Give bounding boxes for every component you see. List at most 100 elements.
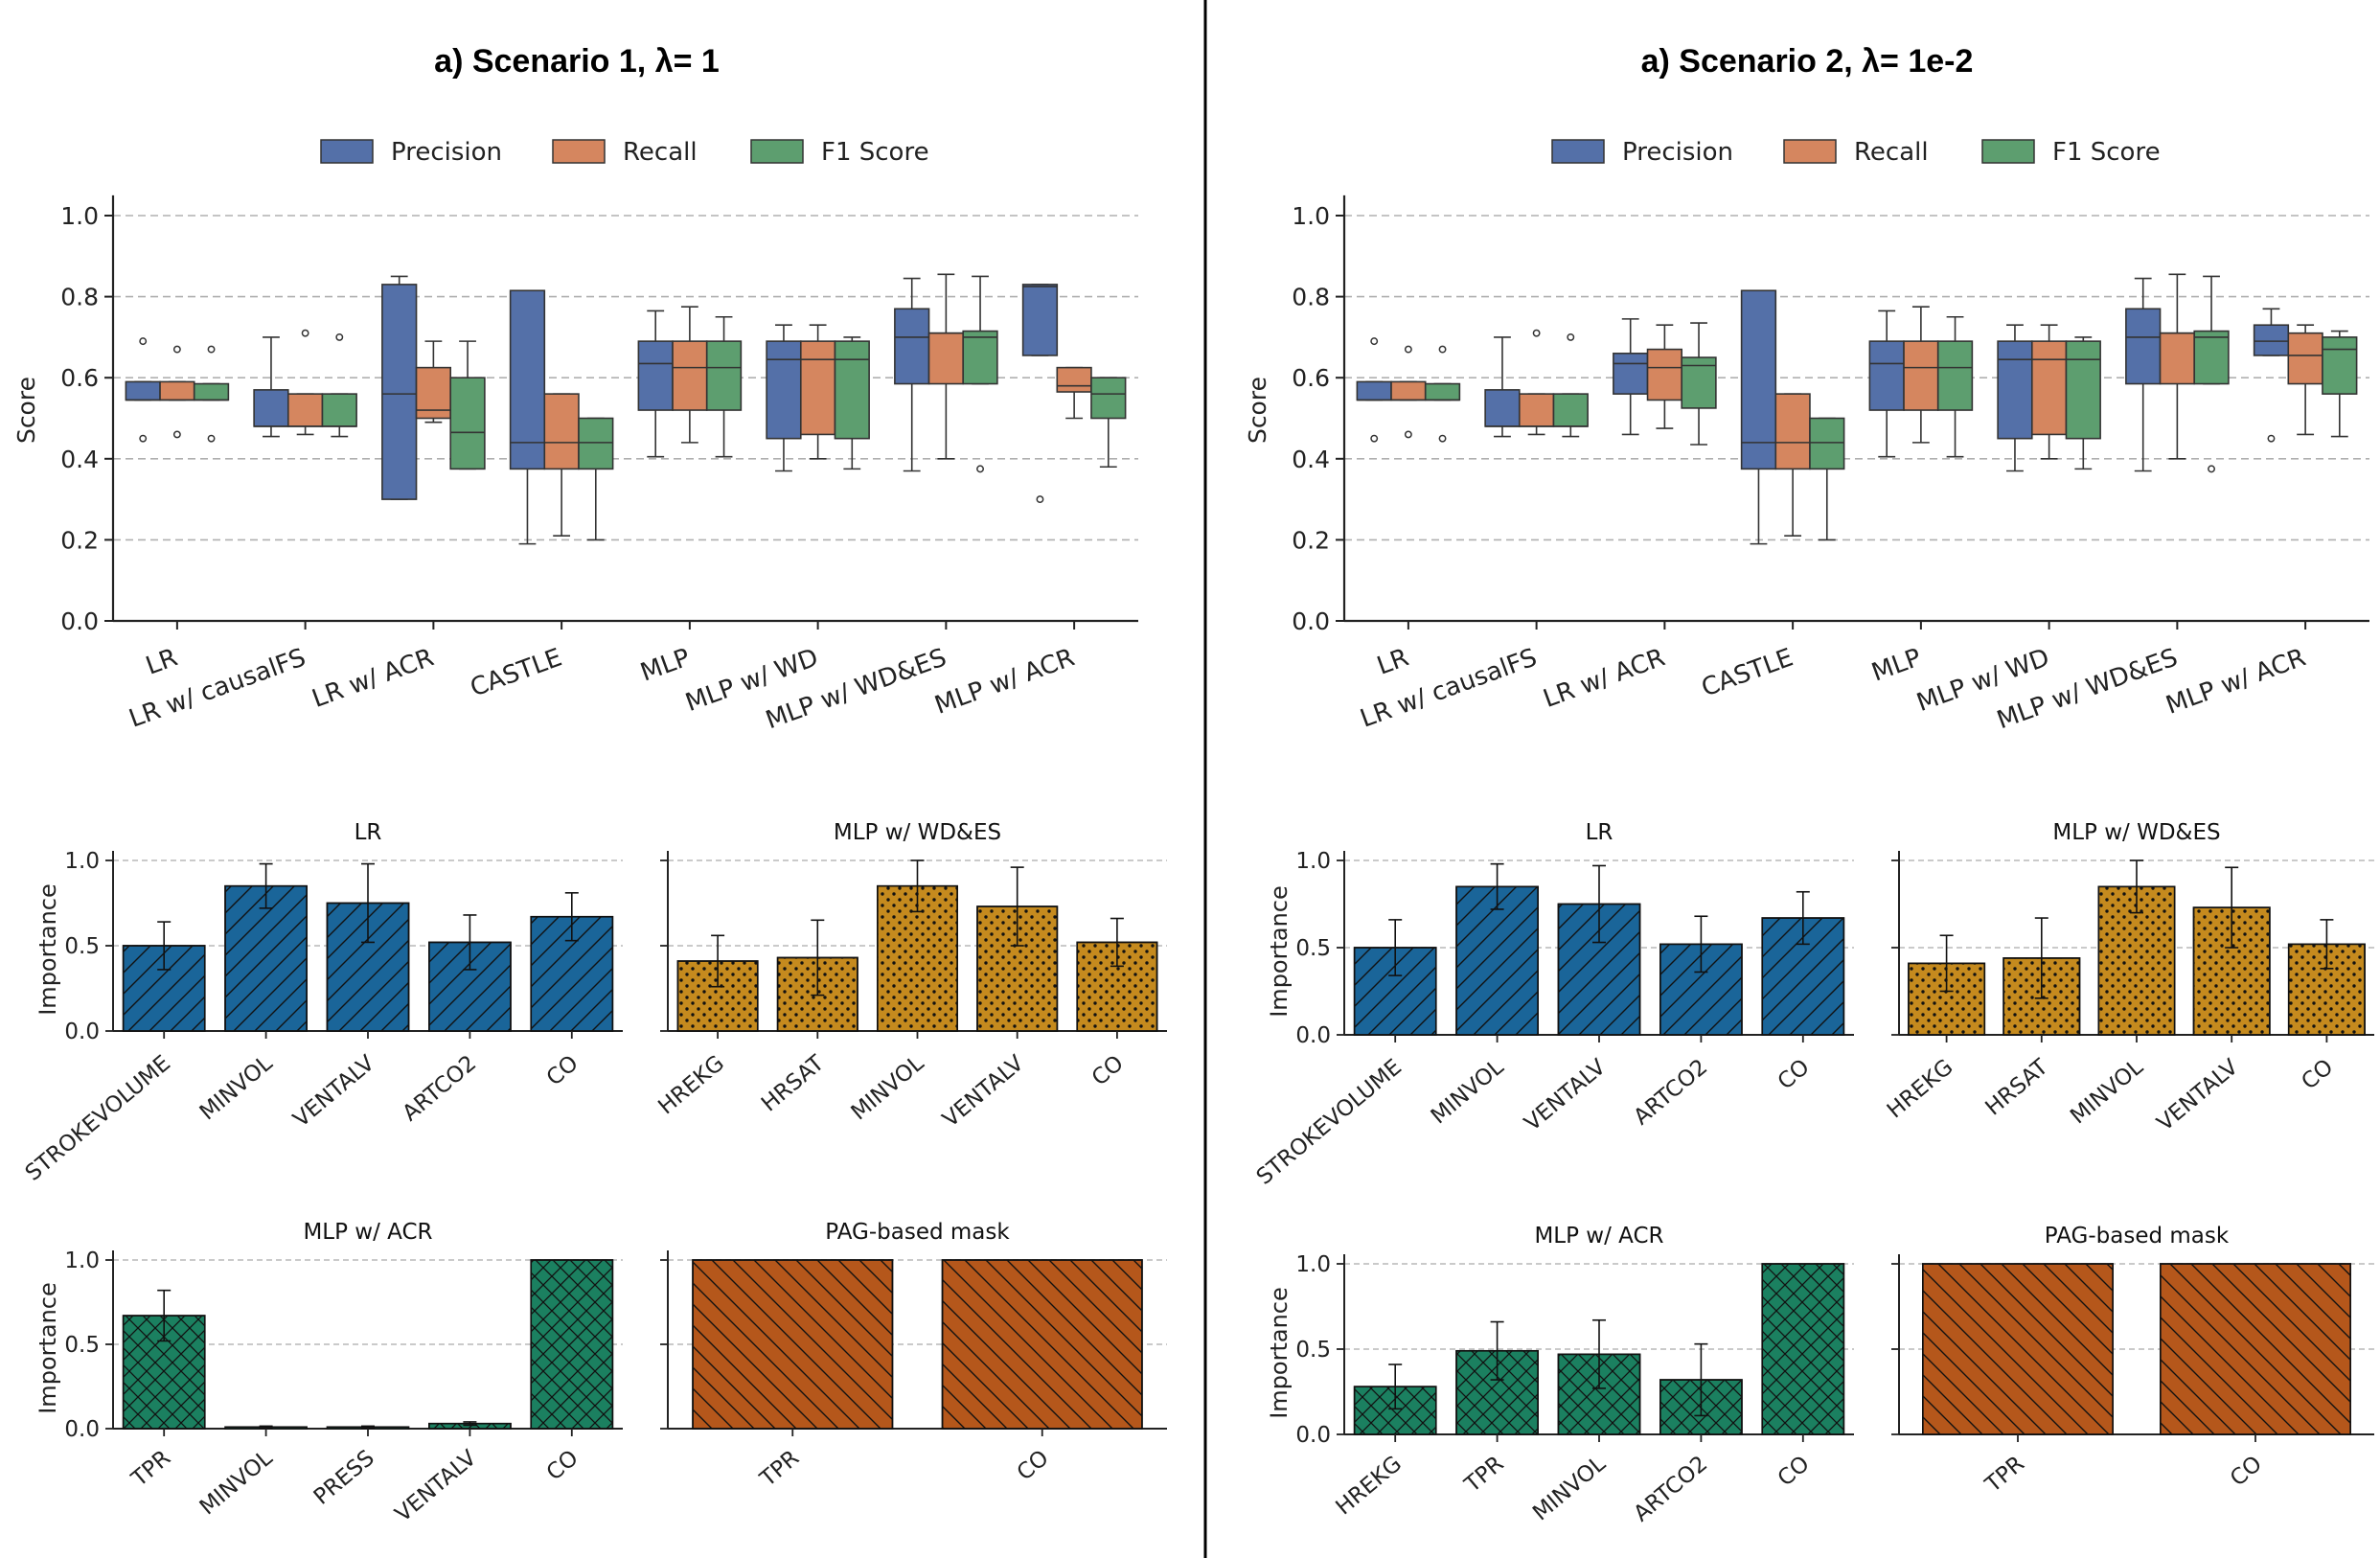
x-tick-label: MLP — [1868, 643, 1926, 687]
x-tick-label: TPR — [755, 1446, 804, 1493]
y-tick-label: 0.0 — [60, 607, 99, 635]
box-recall — [1390, 380, 1427, 401]
bar-hatch — [2160, 1263, 2352, 1435]
box-precision — [1997, 340, 2033, 440]
subplot-title: MLP w/ WD&ES — [834, 820, 1001, 845]
box-recall — [1646, 348, 1683, 401]
box-precision — [1356, 380, 1392, 401]
y-tick-label: 1.0 — [64, 1249, 100, 1273]
y-tick-label: 1.0 — [64, 849, 100, 874]
y-tick-label: 0.0 — [1295, 1023, 1331, 1048]
x-tick-label: CO — [2226, 1452, 2267, 1492]
x-tick-label: LR w/ ACR — [309, 643, 438, 714]
x-tick-label: HREKG — [1332, 1452, 1407, 1521]
box-precision — [766, 340, 802, 440]
legend-label-f1: F1 Score — [2052, 138, 2161, 167]
legend-label-precision: Precision — [391, 138, 502, 167]
box-precision — [509, 289, 546, 470]
box-precision — [253, 389, 289, 427]
box-f1-score — [2322, 336, 2358, 395]
x-tick-label: HRSAT — [757, 1050, 830, 1117]
x-tick-label: TPR — [1459, 1452, 1508, 1499]
bar-chart-2: MLP w/ WD&ES HREKG HRSAT MINVOL VENTALV CO — [653, 820, 1167, 1133]
outlier-point — [172, 430, 181, 439]
x-tick-label: VENTALV — [391, 1446, 482, 1527]
box-recall — [799, 340, 836, 436]
y-axis-label: Importance — [1266, 1287, 1293, 1419]
x-tick-label: MINVOL — [847, 1051, 929, 1126]
y-tick-label: 0.5 — [1295, 1338, 1331, 1363]
x-tick-label: VENTALV — [288, 1051, 379, 1133]
box-f1-score — [193, 382, 230, 401]
y-tick-label: 0.0 — [1292, 607, 1330, 635]
x-tick-label: VENTALV — [2153, 1055, 2244, 1136]
legend-scenario-1: Precision Recall F1 Score — [320, 138, 929, 167]
legend-swatch-precision — [1551, 139, 1605, 164]
box-recall — [2030, 340, 2068, 436]
box-recall — [1056, 366, 1092, 393]
box-f1-score — [578, 417, 614, 470]
x-tick-label: ARTCO2 — [398, 1051, 481, 1127]
y-axis-label: Score — [12, 377, 40, 444]
x-tick-label: CO — [542, 1446, 584, 1486]
box-f1-score — [1809, 417, 1845, 470]
box-precision — [2253, 324, 2290, 356]
bar-hatch — [692, 1259, 894, 1430]
y-tick-label: 1.0 — [1295, 1252, 1331, 1277]
x-tick-label: CO — [1774, 1452, 1815, 1492]
box-recall — [543, 393, 580, 470]
outlier-point — [2208, 465, 2215, 473]
x-tick-label: MINVOL — [1427, 1055, 1509, 1130]
outlier-point — [139, 434, 148, 443]
subplot-title: MLP w/ WD&ES — [2052, 820, 2220, 845]
y-axis-label: Importance — [34, 1282, 61, 1414]
box-f1-score — [2065, 340, 2101, 440]
y-tick-label: 0.5 — [1295, 936, 1331, 961]
box-precision — [1484, 389, 1521, 427]
legend-label-precision: Precision — [1622, 138, 1733, 167]
box-precision — [1868, 340, 1905, 411]
x-tick-label: CO — [1013, 1446, 1054, 1486]
subplot-title: LR — [1586, 820, 1613, 845]
x-tick-label: MLP w/ ACR — [931, 643, 1079, 720]
outlier-point — [172, 345, 181, 354]
x-tick-label: MLP — [637, 643, 695, 687]
y-tick-label: 0.2 — [1292, 526, 1330, 554]
y-tick-label: 0.6 — [1292, 364, 1330, 392]
box-recall — [159, 380, 195, 401]
box-f1-score — [1424, 382, 1461, 401]
box-recall — [1903, 340, 1939, 411]
x-tick-label: CASTLE — [467, 643, 566, 702]
y-tick-label: 0.4 — [1292, 446, 1330, 473]
legend-label-recall: Recall — [623, 138, 698, 167]
x-tick-label: MINVOL — [195, 1446, 278, 1521]
box-f1-score — [1936, 340, 1974, 411]
x-tick-label: ARTCO2 — [1629, 1055, 1712, 1131]
x-tick-label: VENTALV — [938, 1051, 1029, 1133]
y-tick-label: 0.0 — [64, 1020, 100, 1044]
legend-swatch-f1 — [1981, 139, 2035, 164]
y-tick-label: 0.0 — [64, 1417, 100, 1442]
legend-scenario-2: Precision Recall F1 Score — [1551, 138, 2161, 167]
box-precision — [1021, 284, 1059, 356]
bar-chart-8: PAG-based mask TPR CO — [1891, 1224, 2374, 1498]
outlier-point — [2267, 434, 2276, 443]
box-precision — [1613, 353, 1649, 395]
y-tick-label: 0.5 — [64, 934, 100, 959]
box-f1-score — [705, 340, 743, 411]
y-tick-label: 1.0 — [60, 202, 99, 230]
outlier-point — [1438, 345, 1447, 354]
legend-swatch-f1 — [750, 139, 804, 164]
bar-hatch — [1761, 1263, 1845, 1435]
x-tick-label: CO — [1087, 1051, 1129, 1091]
outlier-point — [1036, 495, 1044, 504]
box-recall — [2287, 332, 2323, 385]
outlier-point — [1532, 329, 1541, 337]
box-f1-score — [834, 340, 870, 440]
bar-chart-4: PAG-based mask TPR CO — [660, 1220, 1167, 1492]
